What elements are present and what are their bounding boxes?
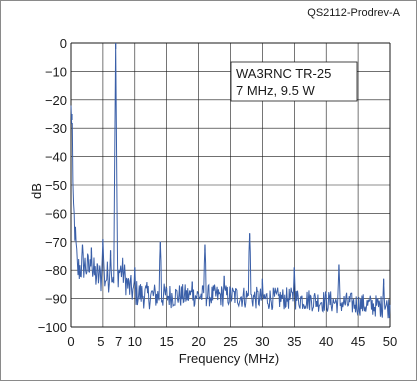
x-tick-label: 20 (191, 334, 205, 349)
x-tick-label: 45 (351, 334, 365, 349)
y-tick-label: −50 (45, 178, 67, 193)
spectrum-line (70, 42, 391, 319)
y-tick-label: −40 (45, 150, 67, 165)
annotation-line-1: WA3RNC TR-25 (236, 66, 331, 81)
y-tick-label: −30 (45, 121, 67, 136)
y-tick-label: −60 (45, 206, 67, 221)
y-axis-label: dB (29, 183, 44, 199)
x-tick-label: 25 (223, 334, 237, 349)
spectrum-chart: 0 −10 −20 −30 −40 −50 −60 −70 −80 −90 −100 0 5 7 10 15… (29, 36, 397, 366)
annotation-line-2: 7 MHz, 9.5 W (236, 83, 315, 98)
x-tick-labels: 0 5 7 10 15 20 25 30 35 40 45 50 (67, 334, 397, 349)
x-tick-label: 7 (115, 334, 122, 349)
y-tick-label: −100 (38, 320, 67, 335)
x-tick-label: 35 (287, 334, 301, 349)
y-tick-label: −70 (45, 235, 67, 250)
y-tick-label: −20 (45, 93, 67, 108)
y-tick-labels: 0 −10 −20 −30 −40 −50 −60 −70 −80 −90 −100 (38, 36, 67, 335)
spectrum-trace (70, 42, 391, 319)
x-axis-label: Frequency (MHz) (179, 351, 279, 366)
x-tick-label: 0 (67, 334, 74, 349)
annotation-box: WA3RNC TR-25 7 MHz, 9.5 W (230, 61, 358, 102)
x-tick-label: 10 (128, 334, 142, 349)
y-tick-label: −90 (45, 292, 67, 307)
x-tick-label: 40 (319, 334, 333, 349)
figure-id: QS2112-Prodrev-A (307, 7, 400, 19)
x-tick-label: 15 (159, 334, 173, 349)
x-tick-label: 30 (255, 334, 269, 349)
y-tick-label: −80 (45, 263, 67, 278)
y-tick-label: −10 (45, 64, 67, 79)
x-tick-label: 5 (97, 334, 104, 349)
y-tick-label: 0 (60, 36, 67, 51)
x-tick-label: 50 (383, 334, 397, 349)
